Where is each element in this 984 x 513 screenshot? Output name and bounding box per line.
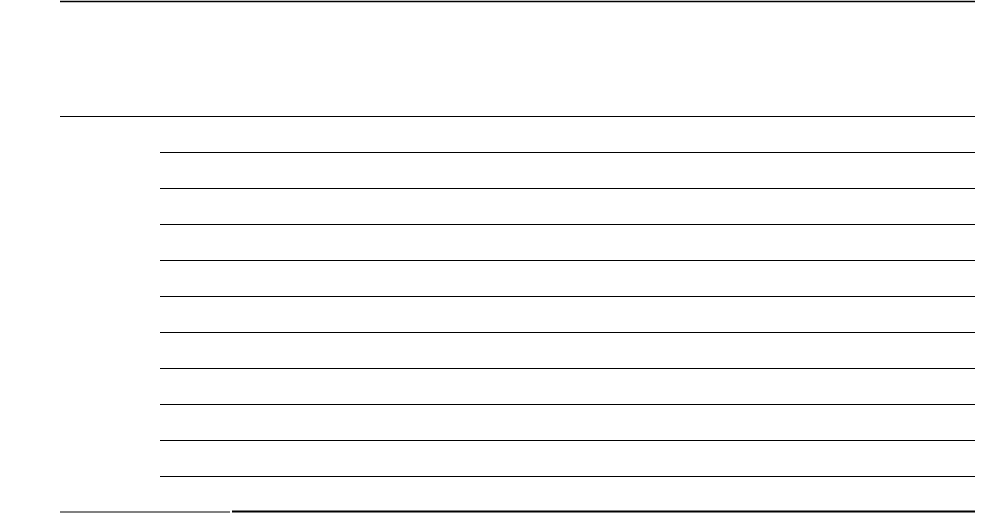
table-rules — [60, 0, 975, 513]
page: (() => { const data = JSON.parse(documen… — [60, 0, 975, 513]
